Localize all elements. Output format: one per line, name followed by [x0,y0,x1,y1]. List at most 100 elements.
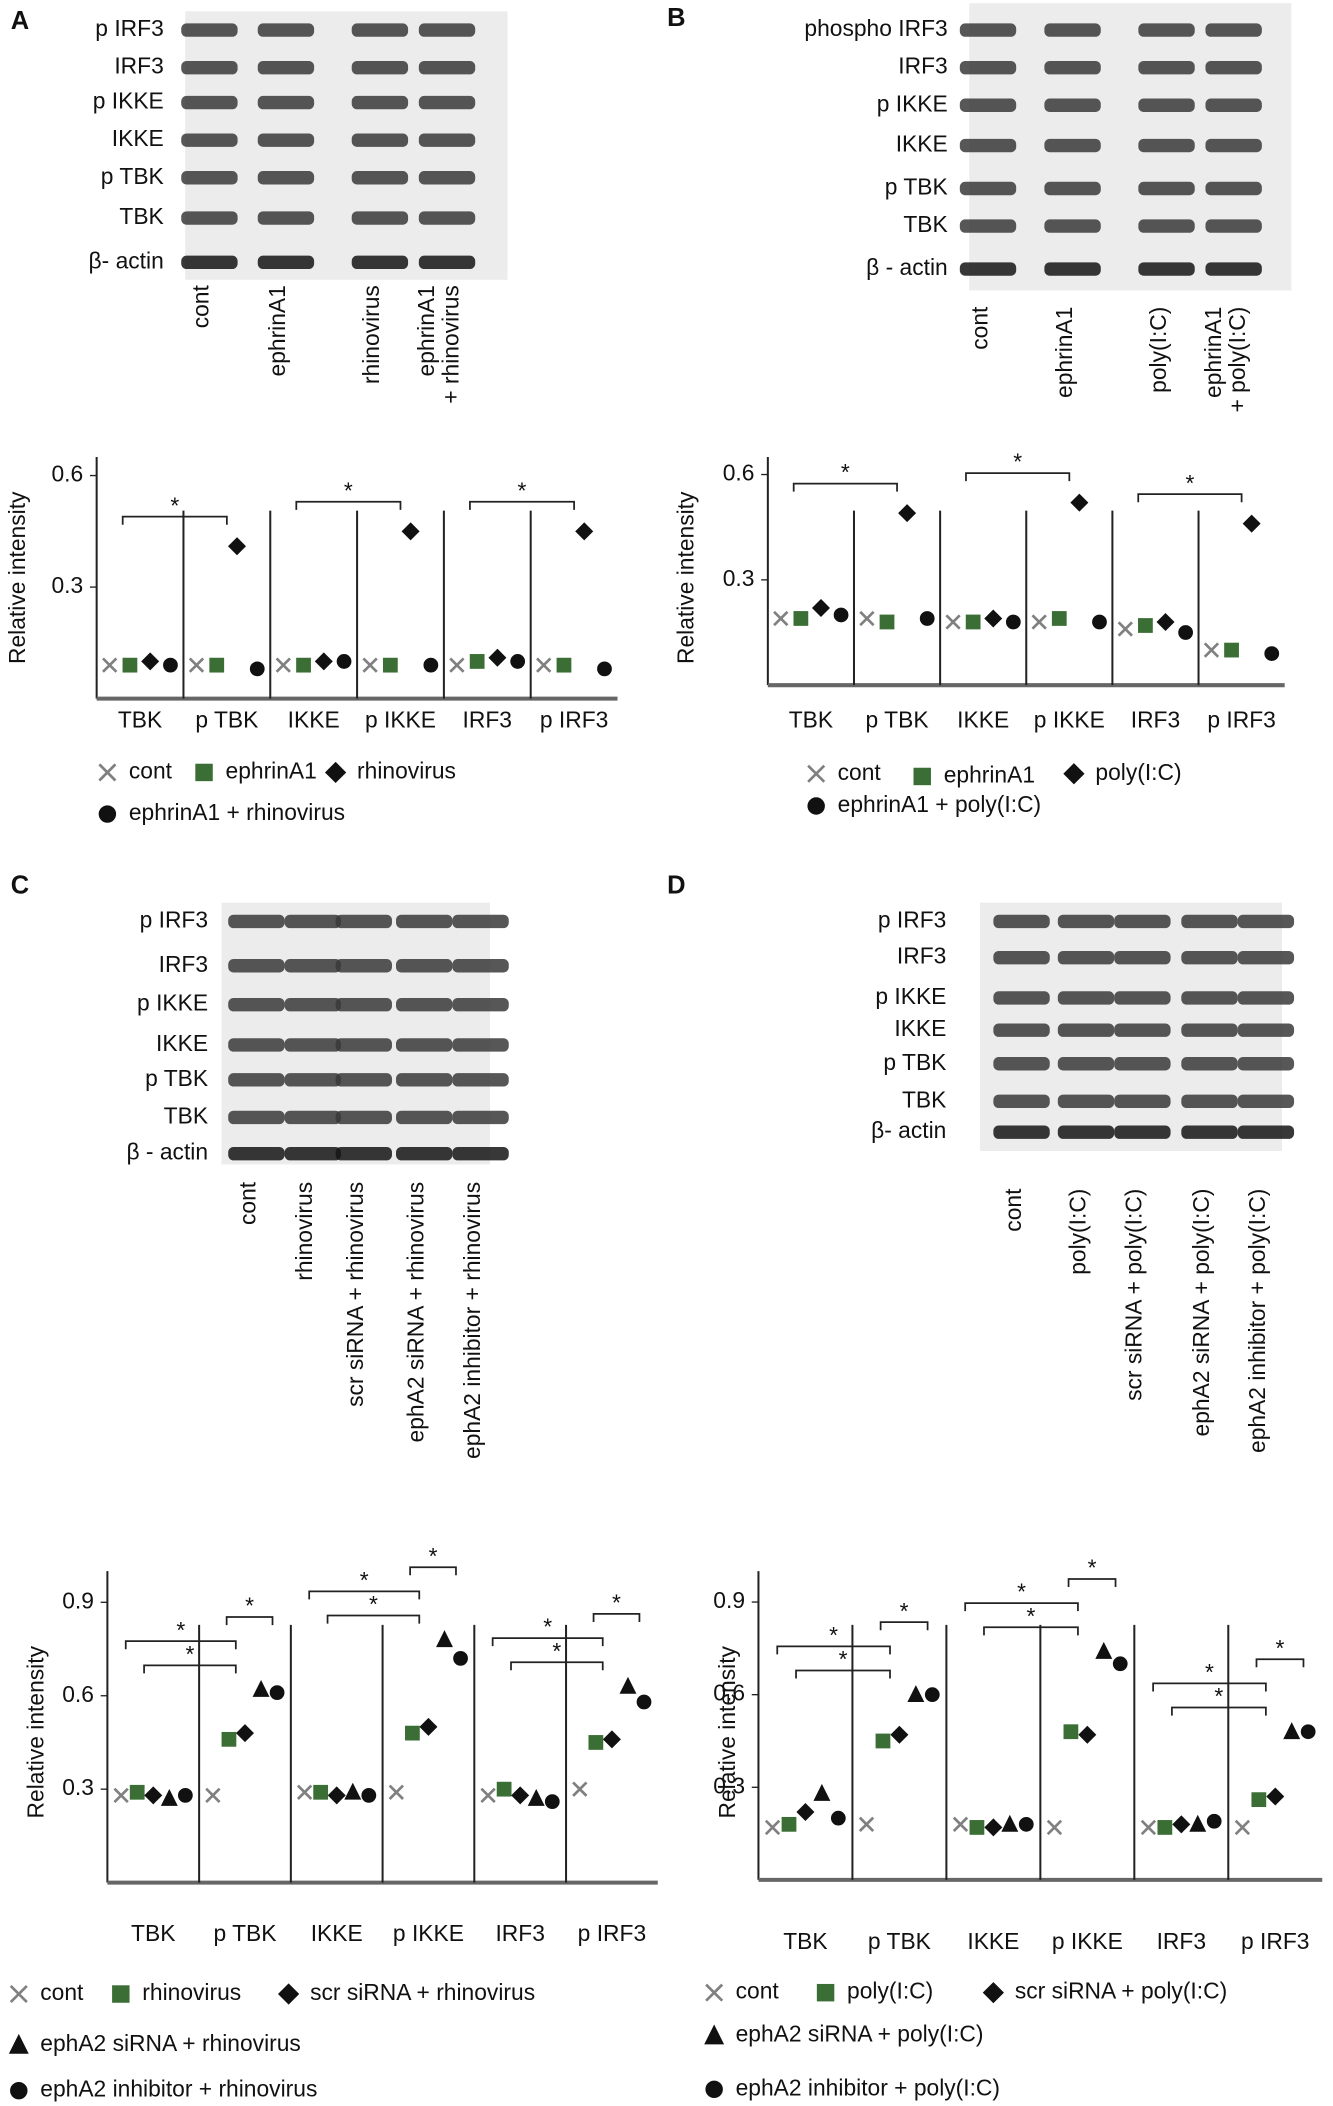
marker [1283,1722,1301,1740]
x-tick-label: p TBK [213,1920,276,1946]
blot-band [1114,1125,1171,1139]
marker [1031,614,1047,630]
blot-band [959,219,1017,233]
blot-band [1057,1023,1115,1037]
significance-star: * [829,1622,838,1648]
marker [313,1784,329,1800]
blot-band [257,255,315,270]
marker [401,522,420,541]
blot-band [452,959,509,973]
marker [336,654,352,669]
marker [945,614,961,630]
marker [773,610,789,627]
legend-label: rhinovirus [142,1979,241,2005]
blot-band [284,1146,341,1161]
blot-band [228,959,285,973]
marker [405,1725,420,1741]
legend-label: ephrinA1 + rhinovirus [129,799,345,825]
significance-star: * [841,459,850,485]
marker [1264,646,1280,661]
blot-row-label: TBK [119,203,163,229]
blot-band [993,950,1050,965]
marker [177,1788,193,1803]
blot-band [351,60,409,75]
blot-band [257,60,315,75]
blot-band [1237,1125,1295,1139]
significance-star: * [612,1590,621,1616]
x-tick-label: p TBK [195,706,258,732]
x-tick-label: p TBK [866,706,929,732]
blot-band [1057,914,1115,929]
blot-band [228,1110,285,1125]
legend-label: scr siRNA + rhinovirus [310,1979,535,2005]
marker [314,652,333,671]
blot-band [1044,181,1101,196]
legend-label: ephA2 siRNA + poly(I:C) [736,2021,984,2047]
blot-row-label: TBK [903,211,947,237]
blot-row-label: p TBK [101,163,164,189]
marker [875,1733,891,1749]
blot-band [1181,1094,1238,1109]
lane-label: ephrinA1 [1200,307,1226,398]
blot-band [1205,219,1262,233]
marker [102,657,118,673]
marker [1095,1641,1113,1659]
blot-row-label: IKKE [896,131,948,157]
marker [1005,614,1021,630]
lane-label: ephrinA1 [413,285,439,376]
marker [619,1676,637,1694]
blot-band [1138,138,1195,153]
marker [129,1784,145,1800]
blot-band [1044,219,1101,233]
lane-label: + poly(I:C) [1224,307,1250,413]
blot-band [1205,98,1262,112]
blot-row-label: IRF3 [114,53,163,79]
significance-star: * [1276,1635,1285,1661]
blot-row-label: p IKKE [875,983,946,1009]
marker [496,1781,512,1797]
lane-label: ephA2 siRNA + poly(I:C) [1188,1189,1214,1437]
marker [188,657,205,673]
blot-band [418,133,476,147]
marker [527,1788,545,1806]
blot-band [1237,1057,1295,1071]
legend-label: cont [129,757,173,783]
significance-star: * [900,1598,909,1624]
marker [1203,642,1220,658]
blot-band [257,171,315,185]
significance-bracket [965,472,1071,482]
blot-band [257,95,315,110]
lane-label: ephA2 inhibitor + rhinovirus [459,1182,485,1459]
panel-label: B [667,4,685,32]
blot-row-label: p TBK [883,1049,946,1075]
blot-band [335,1038,392,1052]
lane-label: ephrinA1 [264,285,290,376]
marker [122,657,138,673]
lane-label: scr siRNA + poly(I:C) [1121,1189,1147,1401]
marker [436,1630,453,1648]
x-tick-label: IKKE [288,706,340,732]
blot-band [181,211,238,225]
marker [602,1730,621,1749]
lane-label: cont [966,306,992,350]
marker [269,1685,285,1701]
blot-band [335,1073,392,1087]
blot-band [959,138,1017,153]
blot-band [1237,1023,1295,1037]
blot-band [959,60,1017,75]
blot-band [993,1023,1050,1037]
blot-row-label: p TBK [145,1065,208,1091]
marker [952,1816,969,1833]
blot-band [418,171,476,185]
blot-band [1114,1094,1171,1109]
marker [793,611,809,626]
significance-bracket [776,1645,891,1655]
legend-label: scr siRNA + poly(I:C) [1015,1978,1227,2004]
marker [807,764,826,783]
significance-star: * [245,1593,254,1619]
blot-band [1057,950,1115,965]
significance-bracket [409,1566,457,1576]
marker [449,657,465,673]
blot-band [959,262,1017,276]
marker [9,1985,28,2004]
